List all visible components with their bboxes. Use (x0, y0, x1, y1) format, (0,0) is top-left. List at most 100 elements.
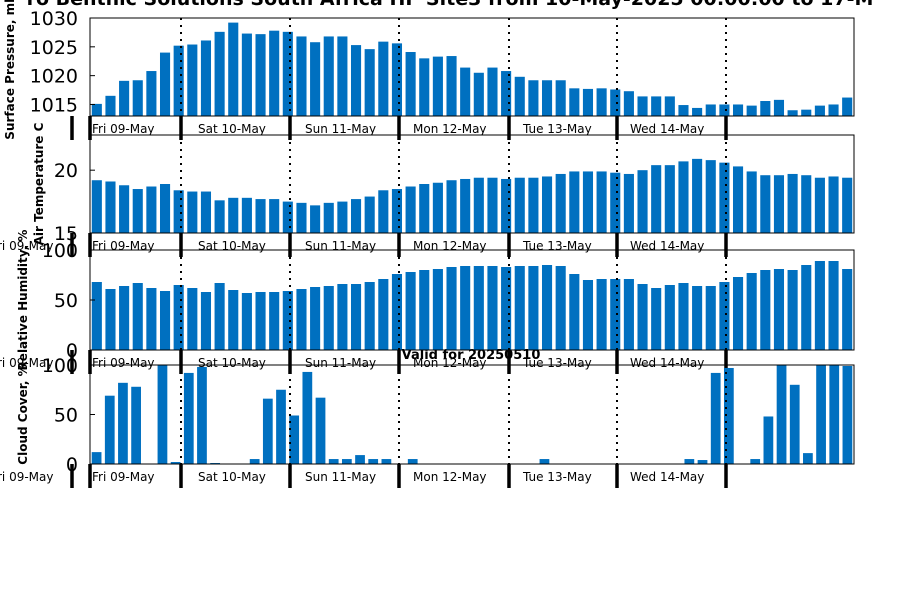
bar (170, 462, 181, 464)
bar (555, 173, 566, 233)
bar (787, 110, 798, 116)
bar (814, 177, 825, 233)
day-label: Sun 11-May (305, 470, 376, 484)
panel-1: 1015 1020 1025 1030 Surface Pressure, mb Fri … (3, 0, 855, 140)
bar (446, 267, 457, 350)
day-label: Mon 12-May (413, 239, 487, 253)
bar (801, 265, 812, 350)
bar (773, 175, 785, 233)
bar (528, 80, 539, 116)
bar (487, 177, 498, 233)
bar (337, 284, 348, 350)
clipped-day-label: ri 09-May (0, 239, 54, 253)
bar (255, 199, 266, 233)
bar (173, 190, 184, 233)
bar (328, 459, 339, 464)
bar (446, 180, 457, 233)
y-axis-label: Air Temperature C (32, 122, 46, 245)
day-label: Wed 14-May (630, 356, 704, 370)
bar (651, 288, 662, 350)
y-tick-label: 1025 (30, 37, 78, 59)
bar (732, 104, 744, 116)
bar (555, 80, 566, 116)
panel-3: 050100Relative Humidity, %Fri 09-MaySat … (0, 230, 855, 374)
bar (610, 89, 621, 116)
bar (183, 372, 194, 464)
y-axis-label: Cloud Cover, % (16, 364, 30, 464)
bar (664, 96, 675, 116)
bar (118, 382, 128, 464)
clipped-day-label: ri 09-May (0, 356, 54, 370)
bar (582, 88, 594, 116)
bar (719, 104, 730, 116)
bar (132, 80, 143, 116)
bar (473, 177, 484, 233)
bar (228, 290, 239, 350)
bar (405, 272, 416, 350)
plot-frame (89, 17, 855, 117)
bar (197, 366, 207, 464)
bar (310, 287, 321, 350)
bar (623, 279, 634, 350)
bar (692, 107, 703, 116)
bar (582, 171, 594, 233)
bar (296, 36, 307, 117)
panels: 1015 1020 1025 1030 Surface Pressure, mb Fri … (0, 0, 855, 488)
bar (214, 200, 225, 233)
bar (746, 171, 757, 233)
day-label: Tue 13-May (522, 470, 592, 484)
bar (91, 452, 102, 464)
bar (610, 279, 621, 350)
bar (514, 177, 525, 233)
bar (501, 267, 512, 350)
bar (146, 186, 157, 233)
bar (541, 265, 553, 350)
bar (432, 269, 443, 350)
bar (541, 176, 553, 233)
bar (432, 182, 443, 233)
bar (763, 416, 774, 464)
bar (732, 277, 744, 350)
bar (432, 56, 443, 116)
bar (705, 286, 716, 350)
bar (719, 162, 730, 233)
bar (132, 283, 143, 350)
day-label: Fri 09-May (92, 470, 155, 484)
bar (187, 288, 198, 350)
bar (119, 185, 130, 233)
bar (684, 459, 695, 464)
bar (842, 97, 853, 116)
bar (119, 80, 130, 116)
bar (341, 459, 352, 464)
bar (569, 171, 580, 233)
bar (678, 105, 689, 116)
bar (692, 158, 703, 233)
bar (528, 266, 539, 350)
bar (487, 266, 498, 350)
bar (501, 178, 512, 233)
day-label: Tue 13-May (522, 239, 592, 253)
bar (814, 105, 825, 116)
bar (378, 279, 389, 350)
bar (569, 274, 580, 350)
bar (460, 266, 471, 350)
bar (131, 386, 141, 464)
bar (255, 292, 266, 350)
bar (269, 292, 280, 350)
bar (746, 105, 757, 116)
bar (596, 279, 607, 350)
bar (105, 289, 116, 350)
bar (829, 365, 840, 464)
bar (323, 202, 334, 233)
bar (187, 44, 198, 116)
bar (355, 455, 365, 464)
bar (262, 398, 273, 464)
bar (200, 191, 212, 233)
bar (255, 34, 266, 116)
bar (241, 33, 252, 117)
bar (828, 176, 839, 233)
bar (828, 261, 839, 350)
bar (350, 284, 362, 350)
plot-frame (89, 134, 855, 234)
